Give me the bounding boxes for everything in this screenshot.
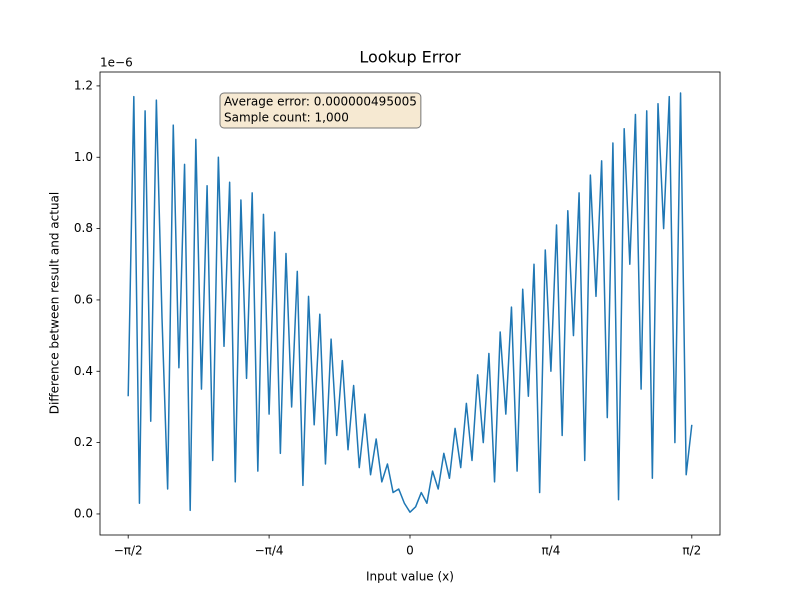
x-tick-label: −π/4 — [255, 544, 284, 558]
x-tick-label: −π/2 — [114, 544, 143, 558]
y-tick-label: 0.4 — [74, 364, 93, 378]
annotation-box — [219, 92, 422, 129]
chart-title: Lookup Error — [359, 48, 461, 67]
y-tick-label: 0.2 — [74, 435, 93, 449]
data-line — [127, 92, 693, 513]
annotation-text: Sample count: 1,000 — [224, 111, 349, 125]
y-axis-label: Difference between result and actual — [48, 192, 62, 415]
annotation-text: Average error: 0.000000495005 — [224, 95, 417, 109]
y-offset-label: 1e−6 — [100, 56, 133, 70]
y-tick-label: 0.6 — [74, 292, 93, 306]
y-tick-label: 1.2 — [74, 78, 93, 92]
y-tick-label: 0.0 — [74, 506, 93, 520]
x-tick-label: π/2 — [682, 544, 701, 558]
plot-frame — [99, 71, 721, 536]
y-tick-label: 1.0 — [74, 150, 93, 164]
x-tick-label: 0 — [406, 544, 414, 558]
x-axis-label: Input value (x) — [366, 570, 454, 584]
y-tick-label: 0.8 — [74, 221, 93, 235]
x-tick-label: π/4 — [541, 544, 560, 558]
